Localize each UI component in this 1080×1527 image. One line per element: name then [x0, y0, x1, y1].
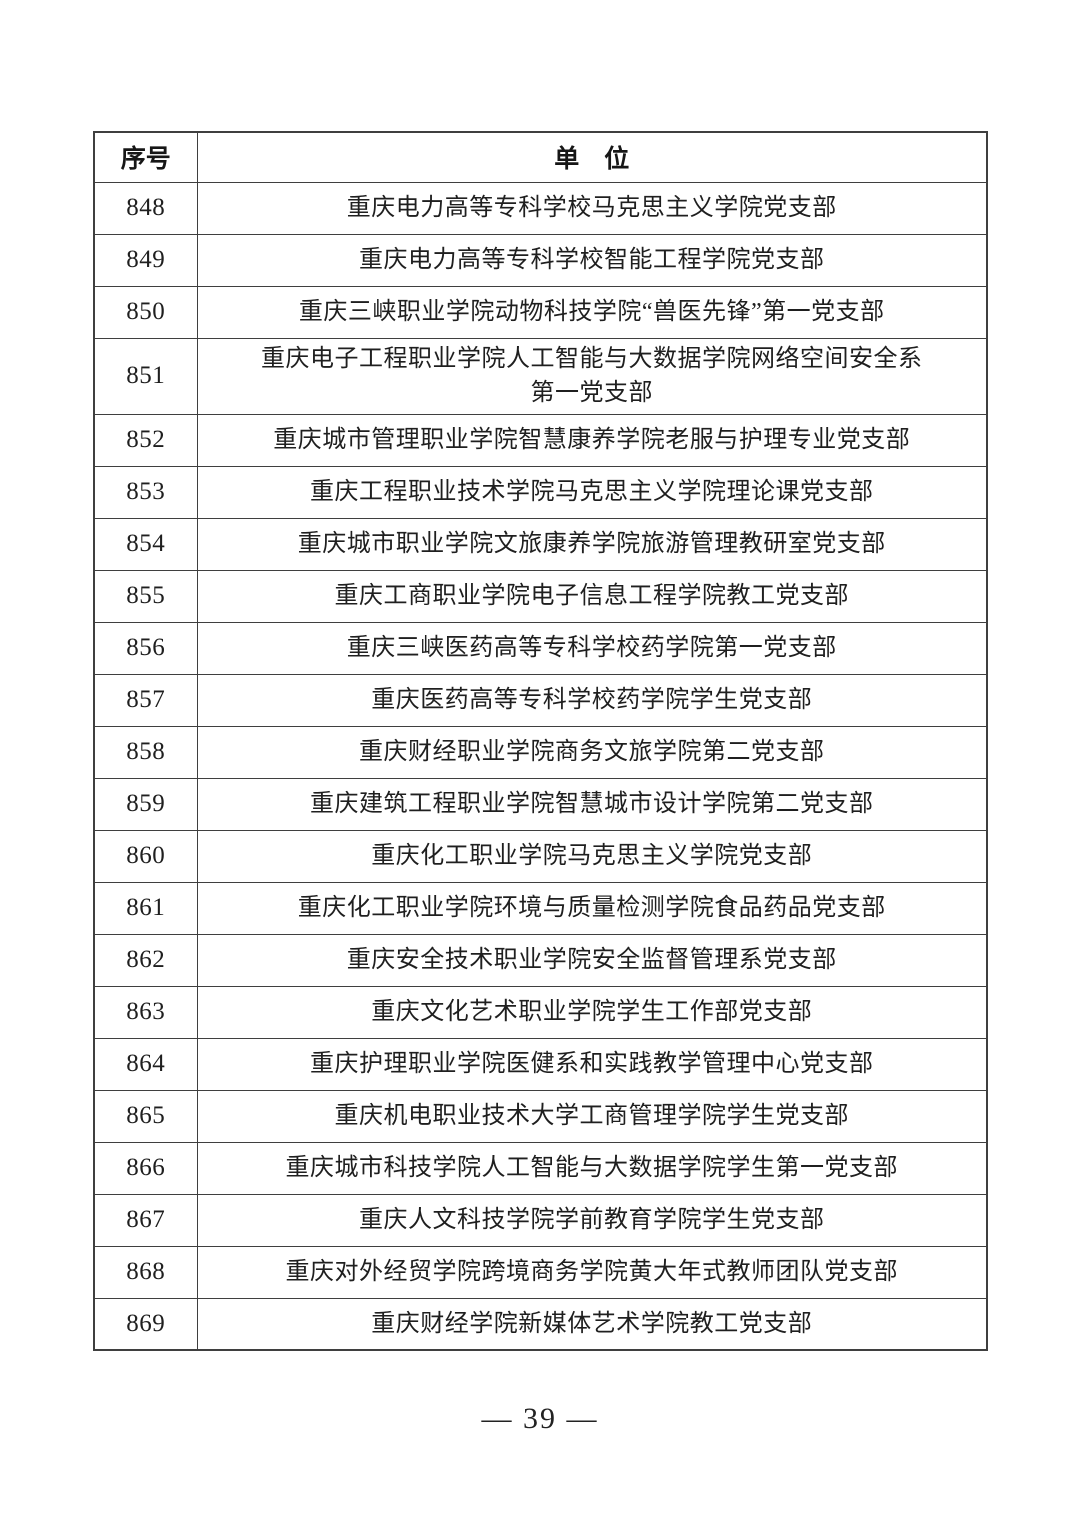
table-row: 855 重庆工商职业学院电子信息工程学院教工党支部	[93, 569, 988, 623]
table-row: 856 重庆三峡医药高等专科学校药学院第一党支部	[93, 621, 988, 675]
row-index-cell: 860	[93, 829, 198, 883]
row-unit-cell: 重庆城市科技学院人工智能与大数据学院学生第一党支部	[196, 1141, 988, 1195]
header-row: 序号 单 位	[93, 131, 988, 183]
row-unit-cell: 重庆城市职业学院文旅康养学院旅游管理教研室党支部	[196, 517, 988, 571]
table-row: 865 重庆机电职业技术大学工商管理学院学生党支部	[93, 1089, 988, 1143]
row-index-cell: 853	[93, 465, 198, 519]
row-index-cell: 857	[93, 673, 198, 727]
table-row: 857 重庆医药高等专科学校药学院学生党支部	[93, 673, 988, 727]
table-row: 848 重庆电力高等专科学校马克思主义学院党支部	[93, 181, 988, 235]
table-row: 868 重庆对外经贸学院跨境商务学院黄大年式教师团队党支部	[93, 1245, 988, 1299]
row-unit-cell: 重庆电子工程职业学院人工智能与大数据学院网络空间安全系 第一党支部	[196, 337, 988, 415]
row-index-cell: 851	[93, 337, 198, 415]
header-cell-unit: 单 位	[196, 131, 988, 183]
row-index-cell: 867	[93, 1193, 198, 1247]
row-index-cell: 854	[93, 517, 198, 571]
row-unit-cell: 重庆电力高等专科学校马克思主义学院党支部	[196, 181, 988, 235]
row-index-cell: 861	[93, 881, 198, 935]
table-row: 852 重庆城市管理职业学院智慧康养学院老服与护理专业党支部	[93, 413, 988, 467]
row-unit-cell: 重庆对外经贸学院跨境商务学院黄大年式教师团队党支部	[196, 1245, 988, 1299]
row-unit-cell: 重庆三峡医药高等专科学校药学院第一党支部	[196, 621, 988, 675]
row-index-cell: 855	[93, 569, 198, 623]
row-unit-cell: 重庆文化艺术职业学院学生工作部党支部	[196, 985, 988, 1039]
table-row: 850 重庆三峡职业学院动物科技学院“兽医先锋”第一党支部	[93, 285, 988, 339]
row-index-cell: 856	[93, 621, 198, 675]
row-unit-cell: 重庆护理职业学院医健系和实践教学管理中心党支部	[196, 1037, 988, 1091]
row-index-cell: 858	[93, 725, 198, 779]
row-index-cell: 869	[93, 1297, 198, 1351]
row-unit-cell: 重庆城市管理职业学院智慧康养学院老服与护理专业党支部	[196, 413, 988, 467]
unit-roster-table: 序号 单 位 848 重庆电力高等专科学校马克思主义学院党支部 849 重庆电力高等专…	[93, 131, 988, 1351]
row-unit-cell: 重庆机电职业技术大学工商管理学院学生党支部	[196, 1089, 988, 1143]
row-index-cell: 850	[93, 285, 198, 339]
row-unit-cell: 重庆电力高等专科学校智能工程学院党支部	[196, 233, 988, 287]
page-number: — 39 —	[481, 1402, 599, 1435]
row-index-cell: 852	[93, 413, 198, 467]
table-row: 863 重庆文化艺术职业学院学生工作部党支部	[93, 985, 988, 1039]
table-row: 862 重庆安全技术职业学院安全监督管理系党支部	[93, 933, 988, 987]
table-row: 867 重庆人文科技学院学前教育学院学生党支部	[93, 1193, 988, 1247]
row-index-cell: 862	[93, 933, 198, 987]
row-index-cell: 866	[93, 1141, 198, 1195]
table-row: 864 重庆护理职业学院医健系和实践教学管理中心党支部	[93, 1037, 988, 1091]
table-row: 849 重庆电力高等专科学校智能工程学院党支部	[93, 233, 988, 287]
table-row: 859 重庆建筑工程职业学院智慧城市设计学院第二党支部	[93, 777, 988, 831]
table-row: 854 重庆城市职业学院文旅康养学院旅游管理教研室党支部	[93, 517, 988, 571]
row-unit-cell: 重庆三峡职业学院动物科技学院“兽医先锋”第一党支部	[196, 285, 988, 339]
row-index-cell: 849	[93, 233, 198, 287]
row-index-cell: 864	[93, 1037, 198, 1091]
row-unit-cell: 重庆财经职业学院商务文旅学院第二党支部	[196, 725, 988, 779]
row-index-cell: 848	[93, 181, 198, 235]
table-body: 848 重庆电力高等专科学校马克思主义学院党支部 849 重庆电力高等专科学校智能工程…	[93, 181, 988, 1351]
row-unit-cell: 重庆安全技术职业学院安全监督管理系党支部	[196, 933, 988, 987]
row-unit-cell: 重庆财经学院新媒体艺术学院教工党支部	[196, 1297, 988, 1351]
row-index-cell: 863	[93, 985, 198, 1039]
row-index-cell: 859	[93, 777, 198, 831]
row-unit-cell: 重庆建筑工程职业学院智慧城市设计学院第二党支部	[196, 777, 988, 831]
table-row: 858 重庆财经职业学院商务文旅学院第二党支部	[93, 725, 988, 779]
row-unit-cell: 重庆人文科技学院学前教育学院学生党支部	[196, 1193, 988, 1247]
row-unit-cell: 重庆工商职业学院电子信息工程学院教工党支部	[196, 569, 988, 623]
row-unit-cell: 重庆医药高等专科学校药学院学生党支部	[196, 673, 988, 727]
table-row: 860 重庆化工职业学院马克思主义学院党支部	[93, 829, 988, 883]
row-index-cell: 868	[93, 1245, 198, 1299]
table-row: 851 重庆电子工程职业学院人工智能与大数据学院网络空间安全系 第一党支部	[93, 337, 988, 415]
table-row: 853 重庆工程职业技术学院马克思主义学院理论课党支部	[93, 465, 988, 519]
row-unit-cell: 重庆化工职业学院环境与质量检测学院食品药品党支部	[196, 881, 988, 935]
row-index-cell: 865	[93, 1089, 198, 1143]
table-row: 869 重庆财经学院新媒体艺术学院教工党支部	[93, 1297, 988, 1351]
table-row: 866 重庆城市科技学院人工智能与大数据学院学生第一党支部	[93, 1141, 988, 1195]
table-row: 861 重庆化工职业学院环境与质量检测学院食品药品党支部	[93, 881, 988, 935]
row-unit-cell: 重庆化工职业学院马克思主义学院党支部	[196, 829, 988, 883]
row-unit-cell: 重庆工程职业技术学院马克思主义学院理论课党支部	[196, 465, 988, 519]
header-cell-index: 序号	[93, 131, 198, 183]
